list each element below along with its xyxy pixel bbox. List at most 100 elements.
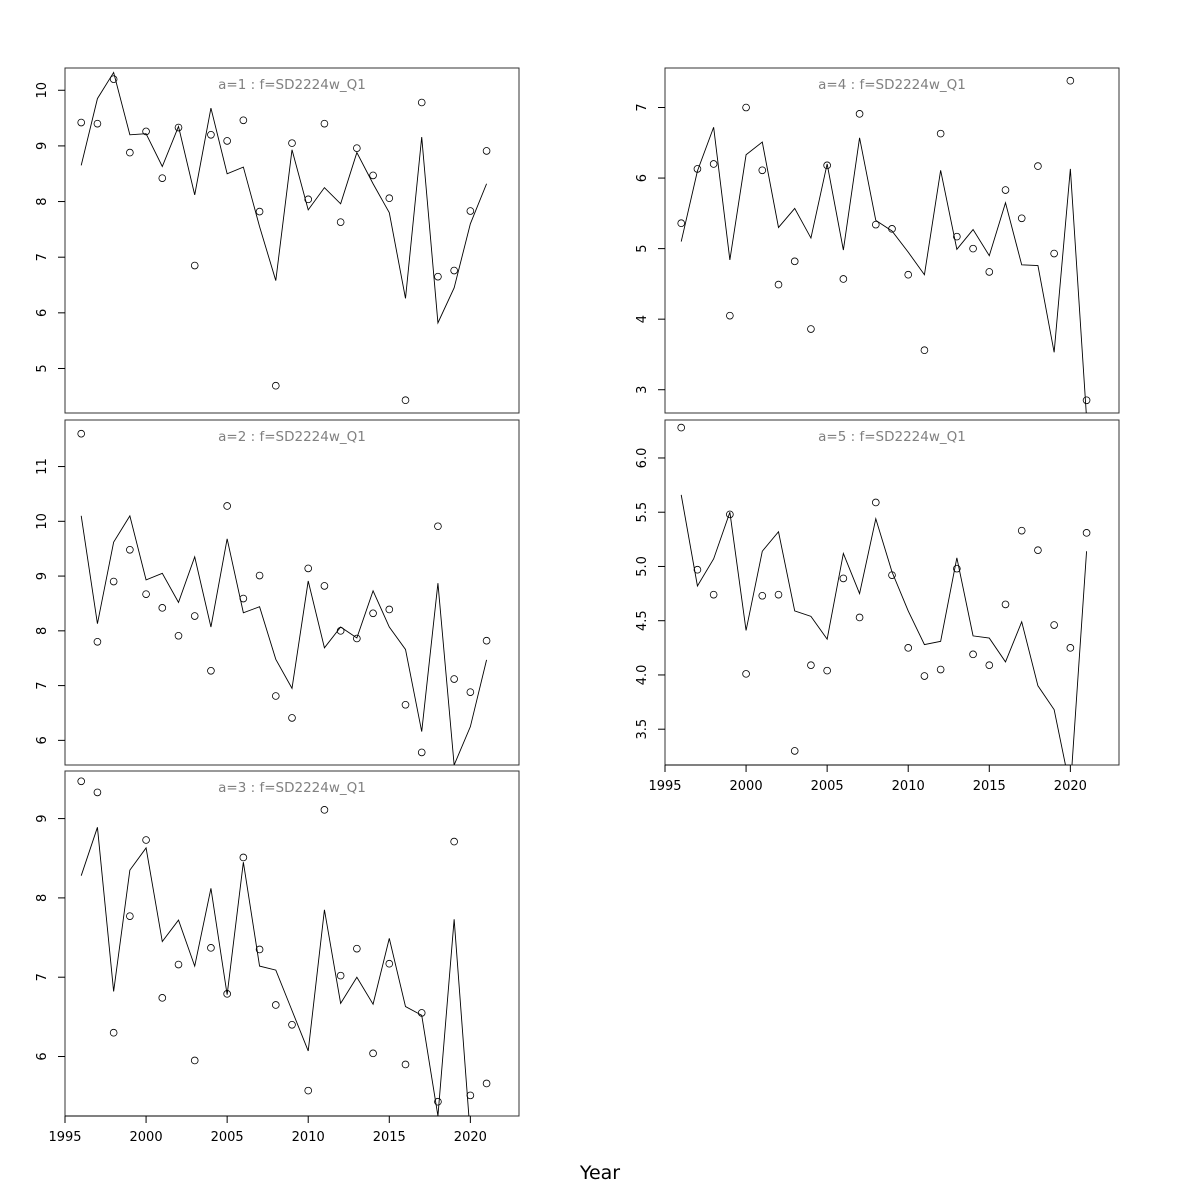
plot-area [77,777,491,1116]
observation-point [936,129,945,138]
x-tick-label: 2005 [211,1130,244,1145]
observation-point [401,1060,410,1069]
x-tick-label: 2020 [1054,779,1087,794]
y-tick-label: 11 [35,458,50,475]
observation-point [726,311,734,320]
observation-point [126,912,134,920]
observation-point [677,219,686,228]
x-tick-label: 1995 [648,779,681,794]
observation-point [1001,186,1010,194]
x-tick-label: 2015 [373,1130,406,1145]
y-tick-label: 7 [35,973,50,981]
observation-point [936,665,945,674]
observation-point [401,396,410,405]
observation-point [190,261,199,270]
observation-point [839,275,848,283]
observation-point [239,116,248,125]
y-tick-label: 6.0 [635,448,650,469]
observation-point [255,207,264,216]
observation-point [482,1079,491,1088]
observation-point [288,1020,296,1029]
panel-title: a=3 : f=SD2224w_Q1 [218,780,366,796]
observation-point [823,161,831,170]
observation-point [126,148,134,157]
observation-point [353,144,361,152]
observation-point [207,667,215,675]
observation-point [336,971,345,980]
observation-point [369,1049,377,1058]
y-tick-label: 9 [35,572,50,580]
observation-point [93,637,102,646]
observation-point [904,644,913,652]
observation-point [790,747,799,755]
observation-point [1050,621,1058,629]
observation-point [77,429,86,438]
x-axis-label: Year [579,1162,620,1184]
panel-frame [64,67,520,414]
observation-point [466,688,475,696]
observation-point [77,777,86,786]
x-tick-label: 2000 [130,1130,163,1145]
y-tick-label: 4.0 [635,665,650,686]
observation-point [482,636,491,645]
observation-point [385,959,394,968]
observation-point [142,836,150,844]
observation-point [1066,644,1075,652]
observation-point [482,147,491,155]
y-tick-label: 8 [35,894,50,902]
plot-area [677,423,1091,765]
observation-point [271,1001,280,1009]
plot-area [677,76,1091,413]
observation-point [985,268,994,276]
panel-2: a=2 : f=SD2224w_Q1 6 7 8 9 10 11 [35,419,520,766]
y-tick-label: 6 [35,736,50,744]
observation-point [1017,214,1026,223]
observation-point [385,605,394,614]
panel-4: a=4 : f=SD2224w_Q1 3 4 5 6 7 [635,67,1120,414]
y-tick-label: 3 [635,386,650,394]
y-tick-label: 7 [635,103,650,111]
x-tick-label: 1995 [48,1130,81,1145]
observation-point [758,166,767,175]
observation-point [466,1091,475,1100]
observation-point [985,661,994,669]
observation-point [207,944,215,952]
fitted-line [80,514,488,765]
observation-point [417,98,426,107]
observation-point [1034,162,1042,170]
observation-point [255,571,264,580]
observation-point [742,103,750,112]
observation-point [109,1028,118,1037]
observation-point [839,574,848,583]
x-tick-label: 2015 [973,779,1006,794]
observation-point [336,218,345,226]
observation-point [223,990,231,998]
observation-point [158,174,167,182]
observation-point [174,960,183,969]
y-tick-label: 9 [35,142,50,150]
observation-point [353,634,361,643]
observation-point [369,171,377,180]
y-tick-label: 6 [635,174,650,182]
observation-point [255,945,264,954]
fitted-line [80,827,470,1116]
panel-5: a=5 : f=SD2224w_Q1 3.5 4.0 4.5 5.0 5.5 6.0 1995… [635,419,1120,794]
y-tick-label: 4 [635,315,650,323]
observation-point [142,127,150,136]
observation-point [1082,396,1091,405]
observation-point [1082,529,1091,537]
observation-point [871,498,880,507]
fitted-line [680,127,1087,413]
y-tick-label: 4.5 [635,610,650,631]
observation-point [417,748,426,757]
observation-point [434,1097,442,1106]
observation-point [774,280,783,289]
y-tick-label: 7 [35,253,50,261]
panel-title: a=5 : f=SD2224w_Q1 [818,429,966,445]
panel-title: a=4 : f=SD2224w_Q1 [818,77,966,93]
observation-point [109,577,118,586]
y-tick-label: 6 [35,1052,50,1060]
observation-point [807,325,815,333]
observation-point [823,666,831,675]
observation-point [774,590,783,599]
